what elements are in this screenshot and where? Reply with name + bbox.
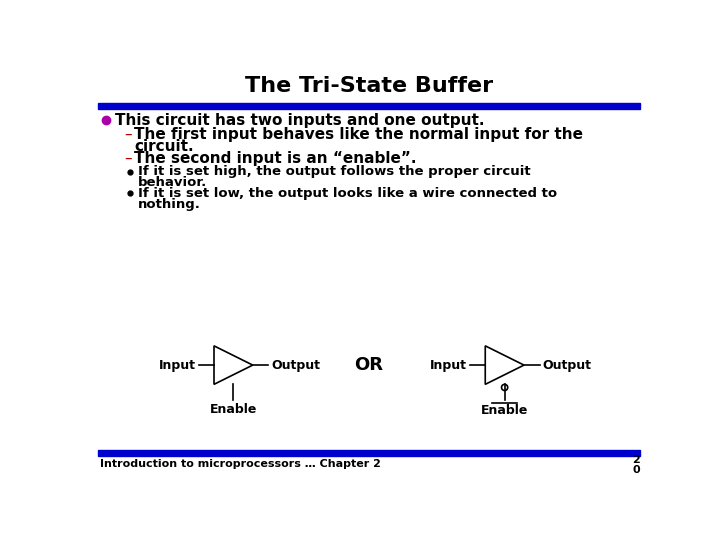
Text: 0: 0 — [633, 465, 640, 475]
Text: The second input is an “enable”.: The second input is an “enable”. — [134, 151, 417, 166]
Text: behavior.: behavior. — [138, 176, 207, 189]
Text: The first input behaves like the normal input for the: The first input behaves like the normal … — [134, 126, 583, 141]
Text: Enable: Enable — [481, 404, 528, 417]
Text: nothing.: nothing. — [138, 198, 201, 211]
Text: –: – — [124, 151, 132, 166]
Text: Input: Input — [430, 359, 467, 372]
Text: Introduction to microprocessors … Chapter 2: Introduction to microprocessors … Chapte… — [100, 460, 381, 469]
Text: This circuit has two inputs and one output.: This circuit has two inputs and one outp… — [114, 113, 485, 128]
Text: Output: Output — [271, 359, 320, 372]
Text: Input: Input — [158, 359, 195, 372]
Text: OR: OR — [354, 356, 384, 374]
Bar — [98, 450, 640, 456]
Text: 2: 2 — [632, 455, 640, 465]
Text: –: – — [124, 126, 132, 141]
Text: Enable: Enable — [210, 403, 257, 416]
Bar — [98, 103, 640, 110]
Text: If it is set high, the output follows the proper circuit: If it is set high, the output follows th… — [138, 165, 531, 178]
Text: If it is set low, the output looks like a wire connected to: If it is set low, the output looks like … — [138, 187, 557, 200]
Text: The Tri-State Buffer: The Tri-State Buffer — [245, 76, 493, 96]
Text: Output: Output — [543, 359, 592, 372]
Text: circuit.: circuit. — [134, 139, 194, 154]
